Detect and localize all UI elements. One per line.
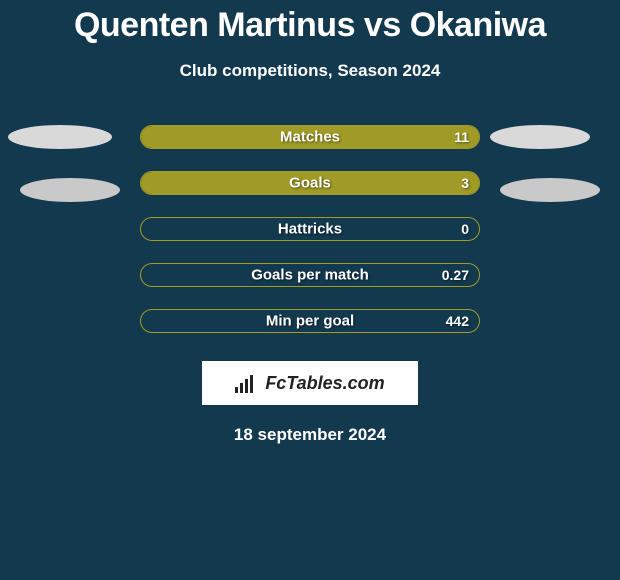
player-right-shadow: [500, 178, 600, 202]
fctables-logo[interactable]: FcTables.com: [202, 361, 418, 405]
page-subtitle: Club competitions, Season 2024: [0, 61, 620, 81]
stat-label: Min per goal: [266, 313, 354, 330]
stat-label: Goals per match: [251, 267, 369, 284]
page-title: Quenten Martinus vs Okaniwa: [0, 0, 620, 45]
stat-row-min-per-goal: Min per goal 442: [140, 309, 480, 333]
player-left-photo-placeholder: [8, 125, 112, 149]
logo-text: FcTables.com: [265, 373, 384, 394]
date-label: 18 september 2024: [0, 425, 620, 445]
stat-value: 3: [461, 175, 469, 191]
stat-value: 11: [454, 129, 469, 145]
stat-value: 0: [461, 221, 469, 237]
stat-row-goals: Goals 3: [140, 171, 480, 195]
stat-row-matches: Matches 11: [140, 125, 480, 149]
player-left-shadow: [20, 178, 120, 202]
stat-label: Goals: [289, 175, 331, 192]
stat-row-goals-per-match: Goals per match 0.27: [140, 263, 480, 287]
stats-container: Matches 11 Goals 3 Hattricks 0 Goals per…: [0, 125, 620, 333]
stat-row-hattricks: Hattricks 0: [140, 217, 480, 241]
stat-value: 442: [446, 313, 469, 329]
player-right-photo-placeholder: [490, 125, 590, 149]
bar-chart-icon: [235, 373, 261, 393]
stat-value: 0.27: [442, 267, 469, 283]
stat-label: Hattricks: [278, 221, 342, 238]
stat-label: Matches: [280, 129, 340, 146]
